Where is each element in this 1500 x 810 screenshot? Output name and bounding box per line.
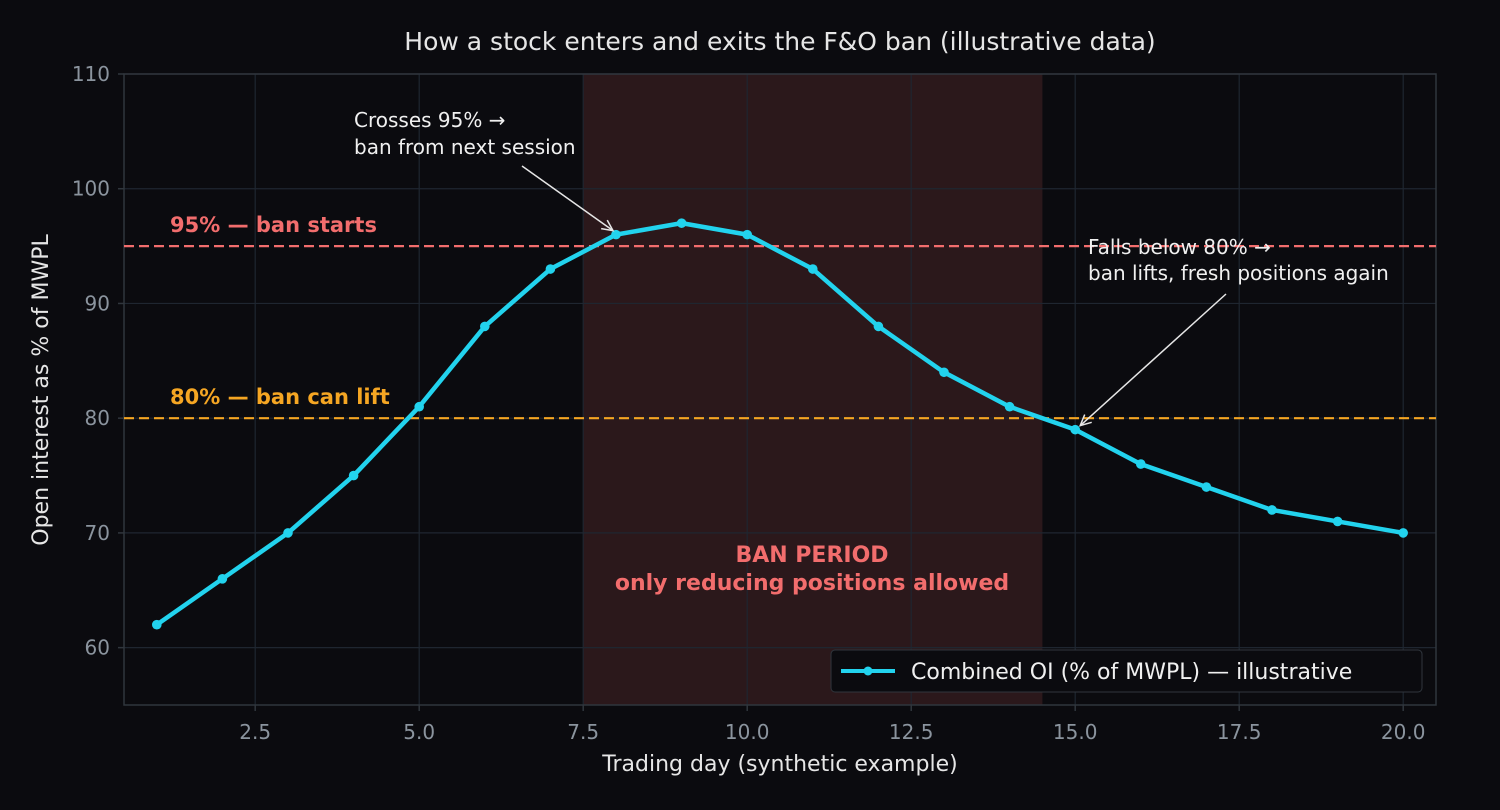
data-point [217, 574, 228, 584]
data-point [1136, 459, 1146, 469]
y-tick-label: 100 [72, 177, 110, 201]
chart-title: How a stock enters and exits the F&O ban… [404, 27, 1155, 56]
annotation-enter-line1: Crosses 95% → [354, 108, 505, 132]
data-point [348, 470, 359, 481]
data-point [1398, 528, 1408, 538]
plot-background [124, 74, 1436, 705]
y-tick-label: 110 [72, 62, 110, 86]
annotation-exit-line2: ban lifts, fresh positions again [1088, 261, 1389, 285]
legend-swatch-marker [863, 666, 873, 676]
y-tick-label: 60 [85, 636, 110, 660]
ban-start-line-label: 95% — ban starts [170, 213, 377, 237]
y-tick-label: 90 [85, 291, 110, 315]
x-tick-label: 10.0 [725, 720, 770, 744]
data-point [611, 229, 621, 240]
data-point [939, 367, 949, 378]
x-tick-label: 15.0 [1053, 720, 1098, 744]
ban-period-sublabel: only reducing positions allowed [615, 571, 1009, 596]
data-point [1201, 482, 1212, 492]
x-tick-label: 5.0 [403, 720, 435, 744]
data-point [808, 264, 818, 274]
x-tick-label: 12.5 [889, 720, 934, 744]
data-point [545, 264, 556, 274]
data-point [414, 401, 425, 412]
y-tick-label: 80 [85, 406, 110, 430]
x-tick-label: 17.5 [1217, 720, 1262, 744]
legend: Combined OI (% of MWPL) — illustrative [830, 649, 1423, 693]
ban-lift-line-label: 80% — ban can lift [170, 385, 390, 409]
data-point [152, 619, 162, 630]
data-point [1267, 505, 1277, 515]
data-point [283, 528, 293, 538]
y-axis-title: Open interest as % of MWPL [29, 234, 54, 546]
legend-box [830, 649, 1423, 693]
series-line [154, 220, 1406, 627]
data-point [480, 321, 490, 332]
x-tick-label: 2.5 [239, 720, 271, 744]
data-point [742, 229, 752, 240]
ban-period-label: BAN PERIOD [735, 543, 888, 568]
x-tick-label: 7.5 [567, 720, 599, 744]
data-point [1004, 401, 1015, 412]
annotation-enter-line2: ban from next session [354, 135, 576, 159]
x-tick-label: 20.0 [1381, 720, 1426, 744]
data-point [1332, 516, 1343, 527]
annotation-enter-arrow [521, 165, 614, 232]
legend-entry-label: Combined OI (% of MWPL) — illustrative [911, 660, 1352, 685]
plot-frame [123, 73, 1437, 706]
annotation-enter-arrowhead [601, 219, 615, 232]
y-tick-label: 70 [85, 521, 110, 545]
x-axis-title: Trading day (synthetic example) [601, 752, 957, 777]
ban-period-shading [583, 74, 1043, 705]
annotation-exit-arrowhead [1078, 414, 1092, 427]
data-point [1070, 424, 1080, 435]
annotation-exit-line1: Falls below 80% → [1088, 235, 1271, 259]
data-point [676, 218, 687, 228]
annotation-exit-arrow [1079, 293, 1227, 427]
plot-area: 2.5 5.0 7.5 10.0 12.5 15.0 17.5 20.0 60 70 80 90 100… [72, 62, 1437, 744]
data-point [873, 321, 884, 332]
